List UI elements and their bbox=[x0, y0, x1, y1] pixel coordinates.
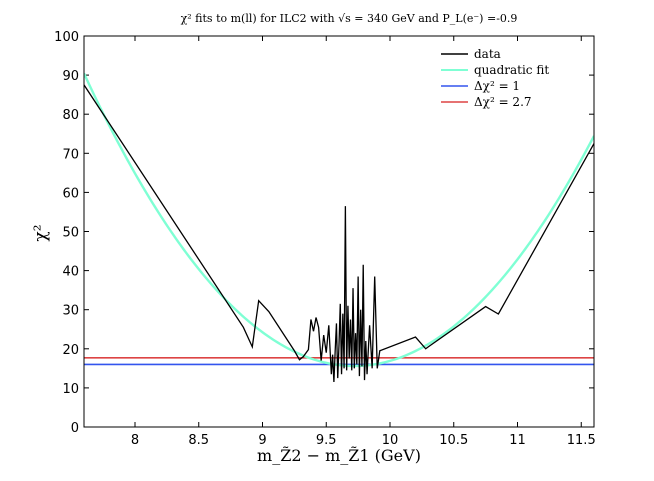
x-axis-label: m_Z̃2 − m_Z̃1 (GeV) bbox=[257, 446, 421, 465]
y-tick-label: 0 bbox=[71, 421, 79, 436]
y-tick-label: 70 bbox=[62, 147, 79, 162]
legend-label-data: data bbox=[474, 47, 501, 61]
y-tick-label: 90 bbox=[62, 69, 79, 84]
y-tick-label: 60 bbox=[62, 186, 79, 201]
x-tick-label: 9 bbox=[258, 433, 266, 448]
data-series-line bbox=[84, 84, 594, 383]
legend-label-quadratic-fit: quadratic fit bbox=[474, 63, 549, 77]
y-tick-label: 100 bbox=[54, 30, 79, 45]
x-tick-label: 10.5 bbox=[439, 433, 468, 448]
chart-title: χ² fits to m(ll) for ILC2 with √s = 340 … bbox=[181, 12, 518, 25]
y-tick-label: 40 bbox=[62, 265, 79, 280]
x-tick-label: 8.5 bbox=[188, 433, 209, 448]
y-tick-label: 10 bbox=[62, 382, 79, 397]
plot-frame bbox=[83, 35, 595, 428]
y-tick-label: 50 bbox=[62, 226, 79, 241]
quadratic-fit-curve bbox=[84, 72, 594, 368]
y-axis-label: χ² bbox=[31, 224, 51, 241]
x-tick-label: 8 bbox=[131, 433, 139, 448]
legend-label-delta-chi2-1: Δχ² = 1 bbox=[474, 79, 520, 93]
legend-label-delta-chi2-2-7: Δχ² = 2.7 bbox=[474, 95, 532, 109]
y-tick-label: 80 bbox=[62, 108, 79, 123]
legend: data quadratic fit Δχ² = 1 Δχ² = 2.7 bbox=[441, 47, 549, 109]
y-tick-label: 20 bbox=[62, 343, 79, 358]
x-tick-label: 9.5 bbox=[316, 433, 337, 448]
x-tick-label: 11 bbox=[509, 433, 526, 448]
x-tick-label: 11.5 bbox=[567, 433, 596, 448]
x-tick-label: 10 bbox=[382, 433, 399, 448]
y-tick-label: 30 bbox=[62, 304, 79, 319]
